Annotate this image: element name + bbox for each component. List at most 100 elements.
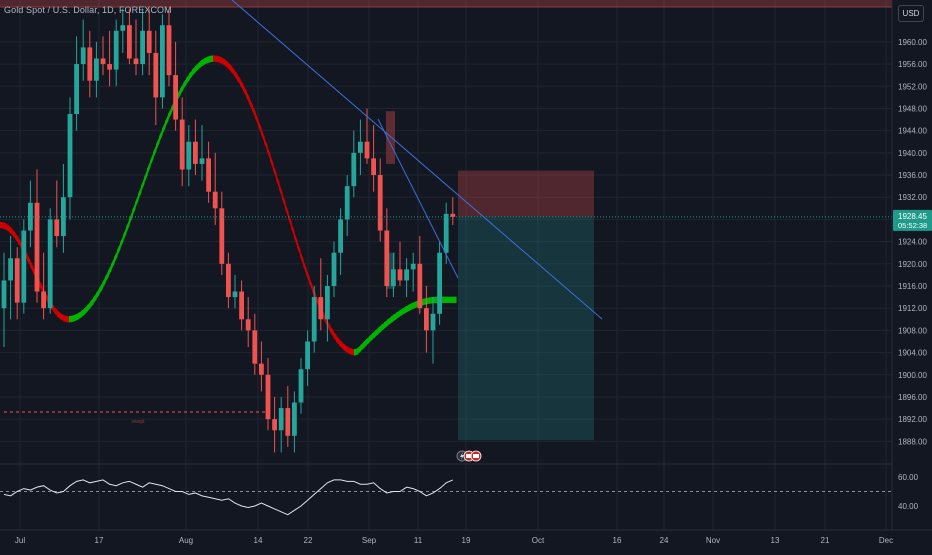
candle-body[interactable]	[417, 263, 423, 309]
oscillator-pane[interactable]	[0, 463, 932, 516]
candle-body[interactable]	[212, 191, 218, 209]
candle-body[interactable]	[252, 330, 258, 364]
ma-ribbon-segment	[15, 232, 19, 244]
candle-body[interactable]	[259, 363, 264, 375]
candle-body[interactable]	[120, 25, 126, 31]
candle-body[interactable]	[67, 114, 73, 198]
ma-ribbon-segment	[87, 301, 91, 312]
ma-ribbon-segment	[414, 300, 418, 309]
candle-body[interactable]	[239, 291, 244, 320]
candle-body[interactable]	[272, 419, 277, 431]
candle-body[interactable]	[285, 408, 291, 436]
candle-body[interactable]	[80, 47, 86, 65]
candle-body[interactable]	[410, 263, 416, 270]
candle-body[interactable]	[265, 374, 271, 420]
ma-ribbon-segment	[99, 282, 103, 295]
candle-body[interactable]	[100, 58, 106, 65]
candle-body[interactable]	[450, 213, 456, 217]
candle-body[interactable]	[424, 308, 429, 331]
ma-ribbon-segment	[345, 345, 349, 354]
ma-ribbon-segment	[408, 303, 412, 312]
candle-body[interactable]	[325, 286, 330, 320]
candle-body[interactable]	[292, 402, 297, 436]
candle-body[interactable]	[193, 141, 198, 164]
candle-body[interactable]	[166, 25, 172, 76]
candle-body[interactable]	[278, 408, 284, 431]
candle-body[interactable]	[371, 158, 376, 176]
oscillator-tick-label: 40.00	[898, 502, 919, 511]
trendline-short[interactable]	[377, 118, 459, 279]
ma-ribbon-segment	[387, 317, 391, 327]
candle-body[interactable]	[173, 75, 178, 120]
ma-ribbon-segment	[381, 322, 385, 332]
ma-ribbon-segment	[201, 58, 205, 67]
candle-body[interactable]	[199, 158, 205, 164]
candle-body[interactable]	[298, 369, 304, 403]
event-markers[interactable]	[456, 450, 482, 462]
candle-body[interactable]	[14, 258, 20, 303]
current-price-tag[interactable]	[893, 209, 932, 231]
price-axis[interactable]: 1960.00 1956.00 1952.00 1948.00 1944.00 1940.…	[891, 0, 932, 550]
candle-body[interactable]	[351, 152, 357, 187]
time-tick-label: Nov	[706, 536, 720, 545]
candle-body[interactable]	[146, 30, 152, 53]
candle-body[interactable]	[206, 158, 211, 192]
candle-body[interactable]	[437, 252, 442, 314]
candle-body[interactable]	[34, 202, 40, 292]
candle-body[interactable]	[318, 297, 324, 320]
ma-ribbon-segment	[363, 339, 367, 349]
candle-body[interactable]	[21, 230, 27, 303]
candle-body[interactable]	[384, 230, 390, 286]
candle-body[interactable]	[226, 263, 231, 298]
flag-icon	[473, 454, 479, 458]
ma-ribbon-segment	[222, 57, 226, 67]
candle-body[interactable]	[41, 291, 46, 309]
drawings-front[interactable]	[0, 0, 892, 320]
candle-body[interactable]	[153, 52, 159, 98]
ma-ribbon-segment	[123, 227, 127, 242]
oscillator-line[interactable]	[3, 479, 454, 516]
support-label: swept	[131, 419, 145, 425]
candle-body[interactable]	[113, 30, 119, 70]
candle-body[interactable]	[47, 219, 53, 309]
candle-body[interactable]	[430, 313, 436, 331]
candle-body[interactable]	[127, 25, 132, 59]
candle-body[interactable]	[179, 119, 185, 170]
ma-ribbon-segment	[81, 308, 85, 318]
candle-body[interactable]	[404, 269, 409, 281]
candle-body[interactable]	[311, 297, 317, 342]
candle-body[interactable]	[1, 280, 7, 309]
time-axis[interactable]: Jul 17 Aug 14 22 Sep 11 19 Oct 16 24 Nov 13 21 Dec	[0, 529, 932, 545]
candle-body[interactable]	[133, 58, 139, 65]
candle-body[interactable]	[54, 219, 60, 237]
candle-body[interactable]	[232, 291, 238, 298]
candle-body[interactable]	[87, 47, 93, 81]
candle-body[interactable]	[377, 175, 383, 231]
trendline-long[interactable]	[231, 0, 603, 320]
ma-ribbon-segment	[162, 121, 166, 136]
candle-body[interactable]	[74, 64, 79, 114]
candle-body[interactable]	[305, 341, 310, 370]
candle-body[interactable]	[219, 208, 225, 264]
ma-ribbon-segment	[129, 210, 133, 226]
candle-body[interactable]	[331, 252, 337, 286]
economic-event-icon-2[interactable]	[470, 450, 482, 462]
candle-body[interactable]	[364, 141, 370, 159]
price-tick-label: 1952.00	[898, 82, 927, 91]
candle-body[interactable]	[94, 58, 99, 81]
candle-body[interactable]	[245, 319, 251, 331]
candle-body[interactable]	[344, 186, 350, 220]
candle-body[interactable]	[391, 269, 396, 286]
candle-body[interactable]	[358, 141, 363, 153]
candle-body[interactable]	[140, 30, 145, 65]
currency-button[interactable]: USD	[898, 5, 924, 22]
candle-body[interactable]	[8, 258, 13, 281]
candle-body[interactable]	[160, 25, 165, 98]
candle-body[interactable]	[338, 219, 343, 253]
candle-body[interactable]	[443, 213, 449, 253]
candle-body[interactable]	[186, 141, 192, 170]
candle-body[interactable]	[397, 269, 403, 281]
candle-body[interactable]	[107, 64, 112, 70]
